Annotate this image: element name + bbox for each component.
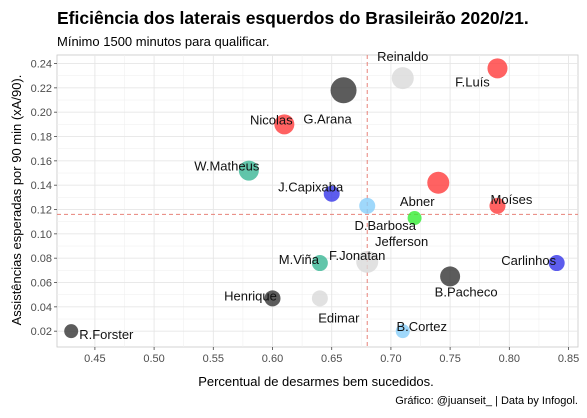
y-tick-label: 0.20	[31, 107, 52, 119]
x-tick-label: 0.75	[439, 353, 460, 365]
data-point	[487, 58, 508, 79]
point-label: W.Matheus	[194, 159, 260, 174]
x-tick-label: 0.65	[321, 353, 342, 365]
data-point	[359, 197, 376, 214]
y-tick-label: 0.24	[31, 59, 52, 71]
point-label: Henrique	[224, 288, 277, 303]
data-point	[356, 250, 379, 273]
data-point	[427, 171, 450, 194]
data-point	[323, 185, 340, 202]
point-label: R.Forster	[79, 327, 134, 342]
x-tick-label: 0.45	[84, 353, 105, 365]
point-label: G.Arana	[303, 111, 352, 126]
data-point	[548, 255, 565, 272]
x-tick-label: 0.60	[262, 353, 283, 365]
y-tick-label: 0.08	[31, 253, 52, 265]
data-point	[311, 290, 328, 307]
point-label: Reinaldo	[377, 49, 428, 64]
point-label: B.Cortez	[396, 319, 447, 334]
point-label: B.Pacheco	[435, 284, 498, 299]
chart-caption: Gráfico: @juanseit_ | Data by Infogol.	[395, 395, 578, 407]
point-label: M.Viña	[279, 252, 320, 267]
point-label: Jefferson	[375, 234, 428, 249]
point-label: D.Barbosa	[355, 218, 417, 233]
x-tick-label: 0.55	[203, 353, 224, 365]
point-label: Carlinhos	[501, 253, 556, 268]
chart-title: Eficiência dos laterais esquerdos do Bra…	[57, 8, 529, 28]
y-tick-label: 0.10	[31, 229, 52, 241]
data-point	[489, 197, 506, 214]
data-point	[64, 324, 79, 339]
data-point	[440, 266, 461, 287]
point-label: J.Capixaba	[278, 180, 344, 195]
y-axis-label: Assistências esperadas por 90 min (xA/90…	[9, 75, 24, 326]
y-tick-label: 0.22	[31, 83, 52, 95]
point-label: Moíses	[491, 192, 533, 207]
x-axis-label: Percentual de desarmes bem sucedidos.	[198, 374, 434, 389]
y-tick-label: 0.04	[31, 302, 52, 314]
y-tick-label: 0.12	[31, 205, 52, 217]
x-tick-label: 0.80	[499, 353, 520, 365]
chart-subtitle: Mínimo 1500 minutos para qualificar.	[57, 34, 269, 49]
y-tick-label: 0.06	[31, 278, 52, 290]
point-label: F.Luís	[455, 74, 490, 89]
data-point	[311, 255, 328, 272]
y-tick-label: 0.02	[31, 326, 52, 338]
data-point	[264, 290, 281, 307]
point-label: Nicolas	[250, 112, 293, 127]
data-point	[238, 160, 259, 181]
y-tick-label: 0.18	[31, 132, 52, 144]
point-label: Edimar	[318, 310, 360, 325]
x-tick-label: 0.85	[558, 353, 579, 365]
y-tick-label: 0.14	[31, 180, 52, 192]
plot-area: 0.45 0.50 0.55 0.60 0.65 0.70 0.75 0.80 0.85 0.02…	[31, 49, 580, 365]
x-tick-label: 0.70	[380, 353, 401, 365]
x-tick-label: 0.50	[143, 353, 164, 365]
data-point	[330, 77, 357, 104]
y-tick-label: 0.16	[31, 156, 52, 168]
point-label: Abner	[400, 194, 435, 209]
data-point	[391, 67, 414, 90]
data-point	[395, 324, 410, 339]
point-label: F.Jonatan	[329, 248, 385, 263]
data-point	[274, 114, 295, 135]
data-point	[407, 211, 422, 226]
